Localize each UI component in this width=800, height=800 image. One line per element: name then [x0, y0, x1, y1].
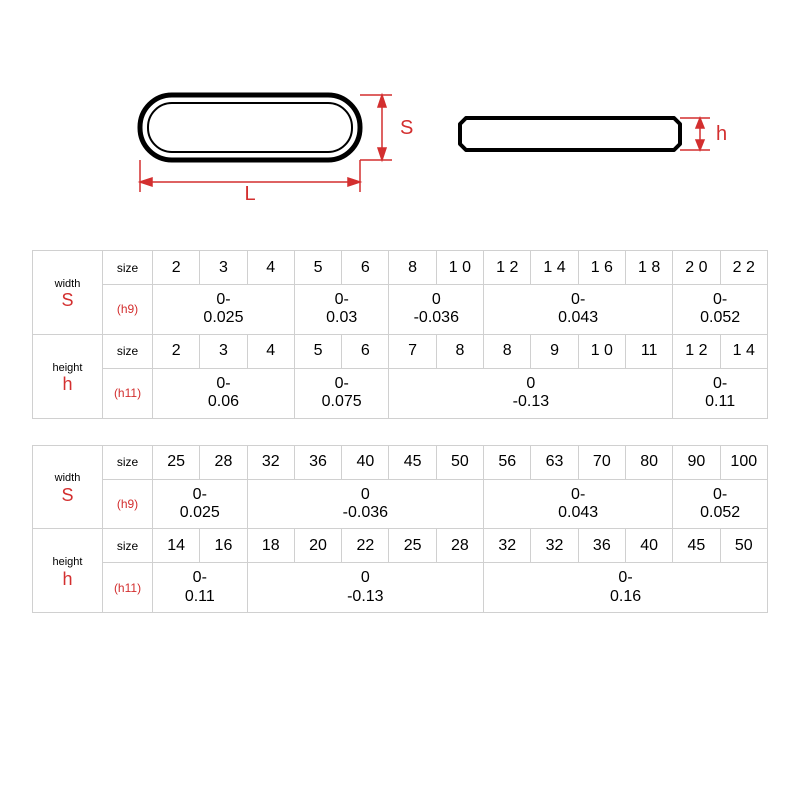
height-tol-cell: 0-0.075: [294, 368, 389, 418]
width-size-cell: 1 0: [436, 251, 483, 285]
size-label: size: [103, 445, 153, 479]
height-tol-cell: 0-0.06: [153, 368, 295, 418]
stadium-outer: [140, 95, 360, 160]
width-size-cell: 2 0: [673, 251, 720, 285]
height-size-cell: 1 4: [720, 334, 767, 368]
width-size-cell: 70: [578, 445, 625, 479]
width-size-cell: 100: [720, 445, 767, 479]
height-size-cell: 1 2: [673, 334, 720, 368]
width-size-cell: 90: [673, 445, 720, 479]
width-size-cell: 1 2: [484, 251, 531, 285]
dim-S: [360, 95, 392, 160]
S-label: S: [400, 117, 413, 139]
width-size-cell: 56: [484, 445, 531, 479]
width-size-cell: 28: [200, 445, 247, 479]
width-size-cell: 36: [294, 445, 341, 479]
table-2: widthSsize252832364045505663708090100(h9…: [32, 445, 768, 614]
height-size-cell: 2: [153, 334, 200, 368]
width-tol-cell: 0-0.052: [673, 479, 768, 529]
tolerance-tables: widthSsize2345681 01 21 41 61 82 02 2(h9…: [0, 250, 800, 613]
height-header: heighth: [33, 334, 103, 418]
technical-drawing: L S h: [0, 0, 800, 240]
width-size-cell: 50: [436, 445, 483, 479]
height-size-cell: 20: [294, 529, 341, 563]
width-size-cell: 63: [531, 445, 578, 479]
rect-side: [460, 118, 680, 150]
width-tol-cell: 0-0.052: [673, 285, 768, 335]
width-tol-cell: 0-0.036: [389, 285, 484, 335]
h9-label: (h9): [103, 285, 153, 335]
width-size-cell: 25: [153, 445, 200, 479]
h-label: h: [716, 123, 727, 145]
width-size-cell: 8: [389, 251, 436, 285]
width-tol-cell: 0-0.043: [484, 479, 673, 529]
height-size-cell: 45: [673, 529, 720, 563]
dim-h: [680, 118, 710, 150]
width-tol-cell: 0-0.025: [153, 285, 295, 335]
width-size-cell: 1 6: [578, 251, 625, 285]
height-size-cell: 8: [436, 334, 483, 368]
height-size-cell: 11: [625, 334, 672, 368]
height-tol-cell: 0-0.13: [389, 368, 673, 418]
width-size-cell: 4: [247, 251, 294, 285]
height-size-cell: 36: [578, 529, 625, 563]
width-tol-cell: 0-0.036: [247, 479, 483, 529]
height-size-cell: 1 0: [578, 334, 625, 368]
height-size-cell: 5: [294, 334, 341, 368]
stadium-inner: [148, 103, 352, 152]
height-size-cell: 28: [436, 529, 483, 563]
width-size-cell: 45: [389, 445, 436, 479]
height-size-cell: 4: [247, 334, 294, 368]
width-header: widthS: [33, 251, 103, 335]
width-tol-cell: 0-0.03: [294, 285, 389, 335]
height-size-cell: 6: [342, 334, 389, 368]
size-label: size: [103, 334, 153, 368]
width-size-cell: 1 8: [625, 251, 672, 285]
height-tol-cell: 0-0.11: [153, 563, 248, 613]
L-label: L: [244, 183, 255, 205]
height-size-cell: 7: [389, 334, 436, 368]
height-size-cell: 32: [484, 529, 531, 563]
width-size-cell: 3: [200, 251, 247, 285]
height-size-cell: 50: [720, 529, 767, 563]
size-label: size: [103, 251, 153, 285]
width-size-cell: 6: [342, 251, 389, 285]
height-size-cell: 32: [531, 529, 578, 563]
h11-label: (h11): [103, 563, 153, 613]
height-size-cell: 18: [247, 529, 294, 563]
width-size-cell: 80: [625, 445, 672, 479]
height-tol-cell: 0-0.11: [673, 368, 768, 418]
width-tol-cell: 0-0.025: [153, 479, 248, 529]
height-size-cell: 8: [484, 334, 531, 368]
width-size-cell: 2 2: [720, 251, 767, 285]
height-size-cell: 3: [200, 334, 247, 368]
width-size-cell: 40: [342, 445, 389, 479]
height-size-cell: 14: [153, 529, 200, 563]
width-size-cell: 2: [153, 251, 200, 285]
height-tol-cell: 0-0.13: [247, 563, 483, 613]
width-tol-cell: 0-0.043: [484, 285, 673, 335]
width-size-cell: 1 4: [531, 251, 578, 285]
height-size-cell: 25: [389, 529, 436, 563]
width-header: widthS: [33, 445, 103, 529]
height-size-cell: 22: [342, 529, 389, 563]
height-size-cell: 16: [200, 529, 247, 563]
size-label: size: [103, 529, 153, 563]
height-tol-cell: 0-0.16: [484, 563, 768, 613]
h9-label: (h9): [103, 479, 153, 529]
height-size-cell: 40: [625, 529, 672, 563]
h11-label: (h11): [103, 368, 153, 418]
height-size-cell: 9: [531, 334, 578, 368]
table-1: widthSsize2345681 01 21 41 61 82 02 2(h9…: [32, 250, 768, 419]
height-header: heighth: [33, 529, 103, 613]
width-size-cell: 32: [247, 445, 294, 479]
width-size-cell: 5: [294, 251, 341, 285]
